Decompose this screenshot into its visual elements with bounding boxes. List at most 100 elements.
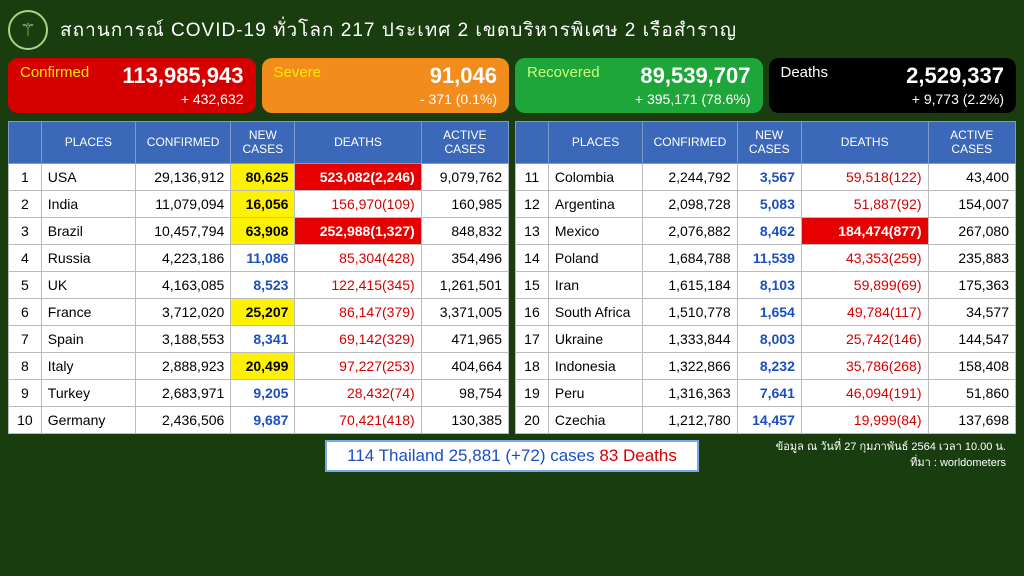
col-header: DEATHS [801,122,928,164]
active-cell: 175,363 [928,271,1016,298]
deaths-cell: 59,518(122) [801,163,928,190]
new-cases-cell: 25,207 [231,298,295,325]
rank-cell: 6 [9,298,42,325]
deaths-cell: 43,353(259) [801,244,928,271]
col-header: CONFIRMED [135,122,230,164]
new-cases-cell: 11,086 [231,244,295,271]
stat-box: Severe91,046- 371 (0.1%) [262,58,510,113]
rank-cell: 10 [9,406,42,433]
deaths-cell: 69,142(329) [295,325,421,352]
rank-cell: 7 [9,325,42,352]
stat-box: Confirmed113,985,943+ 432,632 [8,58,256,113]
country-table-left: PLACESCONFIRMEDNEWCASESDEATHSACTIVECASES… [8,121,509,434]
confirmed-cell: 2,436,506 [135,406,230,433]
thailand-summary: 114 Thailand 25,881 (+72) cases 83 Death… [325,440,699,472]
stats-row: Confirmed113,985,943+ 432,632Severe91,04… [8,58,1016,113]
confirmed-cell: 4,223,186 [135,244,230,271]
active-cell: 98,754 [421,379,508,406]
rank-cell: 4 [9,244,42,271]
deaths-cell: 51,887(92) [801,190,928,217]
col-header: PLACES [41,122,135,164]
table-row: 11Colombia2,244,7923,56759,518(122)43,40… [516,163,1016,190]
table-row: 13Mexico2,076,8828,462184,474(877)267,08… [516,217,1016,244]
active-cell: 160,985 [421,190,508,217]
table-row: 4Russia4,223,18611,08685,304(428)354,496 [9,244,509,271]
rank-cell: 5 [9,271,42,298]
table-row: 10Germany2,436,5069,68770,421(418)130,38… [9,406,509,433]
active-cell: 471,965 [421,325,508,352]
rank-cell: 20 [516,406,549,433]
confirmed-cell: 1,510,778 [643,298,737,325]
new-cases-cell: 9,687 [231,406,295,433]
deaths-cell: 156,970(109) [295,190,421,217]
deaths-cell: 19,999(84) [801,406,928,433]
place-cell: UK [41,271,135,298]
deaths-cell: 46,094(191) [801,379,928,406]
table-row: 18Indonesia1,322,8668,23235,786(268)158,… [516,352,1016,379]
active-cell: 404,664 [421,352,508,379]
confirmed-cell: 1,333,844 [643,325,737,352]
new-cases-cell: 8,003 [737,325,801,352]
place-cell: Germany [41,406,135,433]
table-row: 15Iran1,615,1848,10359,899(69)175,363 [516,271,1016,298]
rank-cell: 13 [516,217,549,244]
deaths-cell: 184,474(877) [801,217,928,244]
confirmed-cell: 3,188,553 [135,325,230,352]
new-cases-cell: 8,103 [737,271,801,298]
confirmed-cell: 1,212,780 [643,406,737,433]
rank-cell: 17 [516,325,549,352]
deaths-cell: 49,784(117) [801,298,928,325]
confirmed-cell: 1,316,363 [643,379,737,406]
new-cases-cell: 5,083 [737,190,801,217]
active-cell: 3,371,005 [421,298,508,325]
table-row: 8Italy2,888,92320,49997,227(253)404,664 [9,352,509,379]
new-cases-cell: 14,457 [737,406,801,433]
place-cell: USA [41,163,135,190]
deaths-cell: 70,421(418) [295,406,421,433]
active-cell: 158,408 [928,352,1016,379]
data-source-label: ที่มา : worldometers [776,456,1006,471]
thailand-deaths: 83 Deaths [599,446,677,465]
country-table-right: PLACESCONFIRMEDNEWCASESDEATHSACTIVECASES… [515,121,1016,434]
rank-cell: 8 [9,352,42,379]
active-cell: 267,080 [928,217,1016,244]
place-cell: Turkey [41,379,135,406]
rank-cell: 14 [516,244,549,271]
confirmed-cell: 2,098,728 [643,190,737,217]
confirmed-cell: 10,457,794 [135,217,230,244]
new-cases-cell: 80,625 [231,163,295,190]
deaths-cell: 25,742(146) [801,325,928,352]
deaths-cell: 122,415(345) [295,271,421,298]
active-cell: 51,860 [928,379,1016,406]
rank-cell: 16 [516,298,549,325]
new-cases-cell: 11,539 [737,244,801,271]
new-cases-cell: 1,654 [737,298,801,325]
stat-box: Recovered89,539,707+ 395,171 (78.6%) [515,58,763,113]
place-cell: Italy [41,352,135,379]
place-cell: Poland [548,244,642,271]
place-cell: Colombia [548,163,642,190]
thailand-cases: Thailand 25,881 (+72) cases [379,446,595,465]
rank-cell: 19 [516,379,549,406]
active-cell: 1,261,501 [421,271,508,298]
place-cell: Ukraine [548,325,642,352]
col-header: ACTIVECASES [421,122,508,164]
data-source: ข้อมูล ณ วันที่ 27 กุมภาพันธ์ 2564 เวลา … [776,440,1006,471]
active-cell: 130,385 [421,406,508,433]
place-cell: South Africa [548,298,642,325]
place-cell: Brazil [41,217,135,244]
page-title: สถานการณ์ COVID-19 ทั่วโลก 217 ประเทศ 2 … [60,15,737,45]
stat-change: + 395,171 (78.6%) [527,91,751,107]
col-header: PLACES [548,122,642,164]
confirmed-cell: 11,079,094 [135,190,230,217]
stat-change: - 371 (0.1%) [274,91,498,107]
deaths-cell: 28,432(74) [295,379,421,406]
confirmed-cell: 2,683,971 [135,379,230,406]
active-cell: 137,698 [928,406,1016,433]
new-cases-cell: 8,341 [231,325,295,352]
active-cell: 34,577 [928,298,1016,325]
footer: 114 Thailand 25,881 (+72) cases 83 Death… [8,440,1016,472]
deaths-cell: 86,147(379) [295,298,421,325]
table-row: 1USA29,136,91280,625523,082(2,246)9,079,… [9,163,509,190]
rank-cell: 2 [9,190,42,217]
